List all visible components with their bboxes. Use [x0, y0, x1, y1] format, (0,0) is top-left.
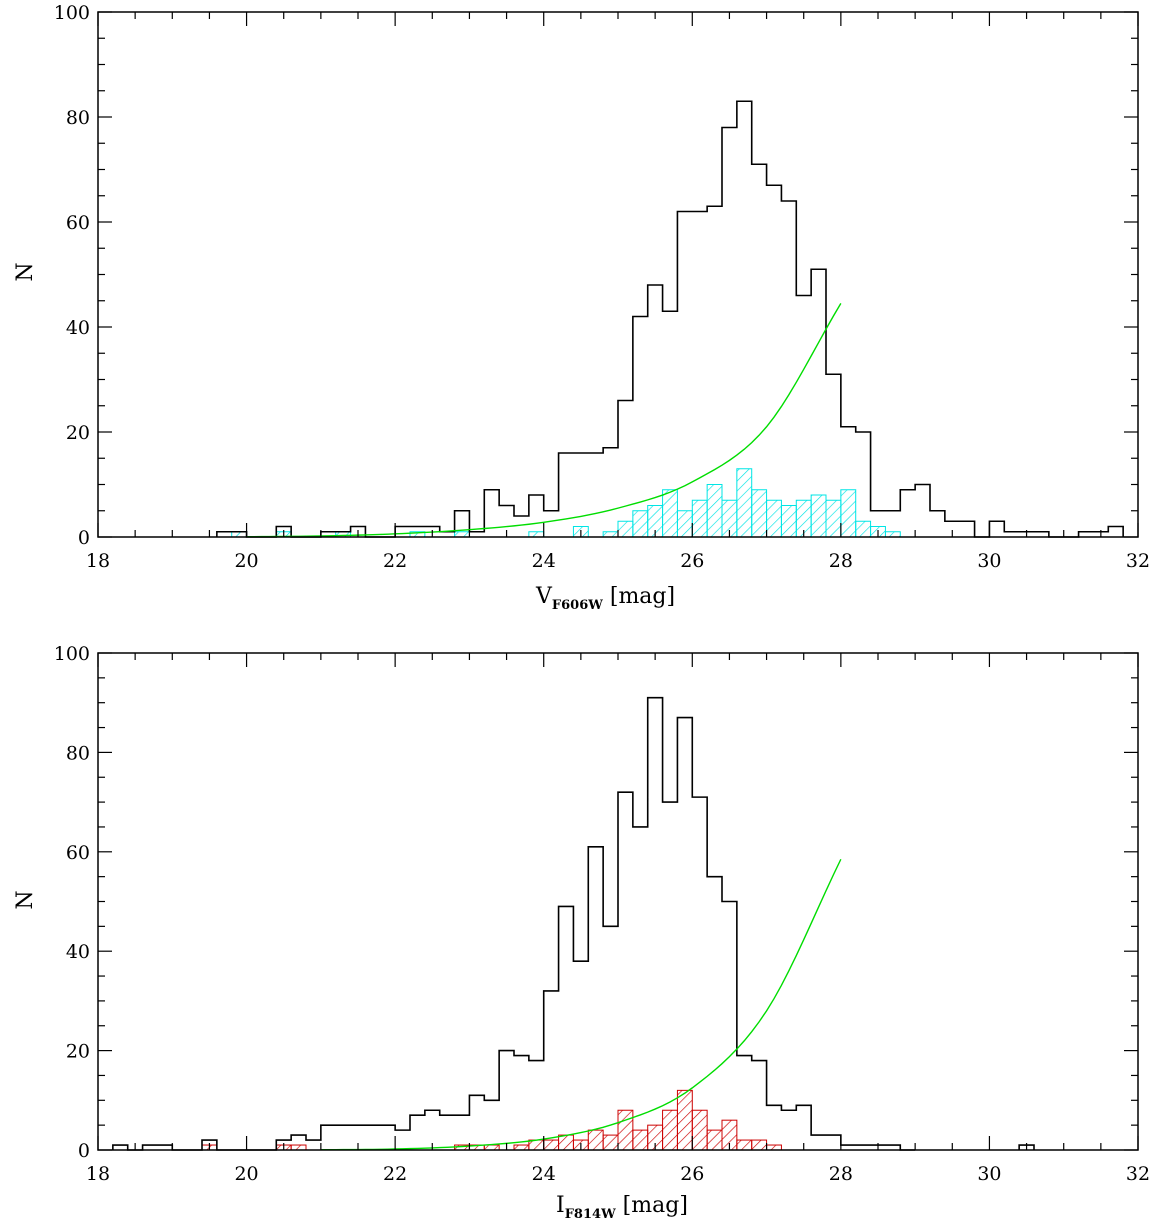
x-tick-label: 30 — [977, 550, 1001, 572]
subset-histogram-bar — [840, 489, 857, 538]
x-tick-label: 28 — [829, 1163, 853, 1185]
subset-histogram-bar — [662, 489, 678, 538]
x-tick-label: 22 — [383, 550, 407, 572]
subset-histogram-bar — [617, 1109, 634, 1151]
subset-histogram-bar — [736, 1139, 753, 1151]
subset-histogram-bar — [751, 1139, 768, 1151]
subset-histogram-bar — [780, 505, 797, 538]
subset-histogram-bar — [706, 1129, 723, 1151]
panel-i-band-histogram: N IF814W [mag] 18 20 22 24 26 28 30 32 0 20 40 60 80… — [13, 643, 1150, 1220]
subset-histogram-bar — [825, 499, 842, 538]
subset-histogram-bar — [691, 499, 708, 538]
subset-histogram-bar — [632, 1129, 649, 1151]
x-tick-label: 22 — [383, 1163, 407, 1185]
x-tick-label: 20 — [234, 1163, 258, 1185]
y-tick-label: 60 — [66, 212, 90, 234]
y-tick-label: 20 — [66, 422, 90, 444]
y-tick-label: 60 — [66, 842, 90, 864]
subset-histogram-bar — [766, 499, 782, 538]
subset-histogram-bar — [587, 1129, 604, 1151]
x-axis-label: IF814W [mag] — [556, 1193, 688, 1220]
fit-curve — [320, 858, 842, 1151]
x-tick-label: 32 — [1126, 1163, 1150, 1185]
subset-histogram-bar — [751, 489, 768, 538]
subset-histogram-bar — [617, 520, 634, 538]
subset-histogram-bar — [454, 531, 470, 538]
x-tick-label: 24 — [532, 550, 556, 572]
y-tick-label: 40 — [66, 317, 90, 339]
x-tick-label: 18 — [86, 1163, 110, 1185]
subset-histogram-bar — [810, 494, 827, 538]
total-histogram-steps — [112, 696, 1035, 1151]
y-tick-label: 40 — [66, 941, 90, 963]
x-tick-label: 18 — [86, 550, 110, 572]
subset-histogram-bar — [602, 1134, 619, 1151]
subset-histogram-bar — [528, 531, 545, 538]
x-tick-label: 26 — [680, 1163, 704, 1185]
y-axis-label: N — [13, 262, 38, 281]
fit-curve — [246, 303, 842, 538]
y-tick-label: 100 — [54, 2, 90, 24]
subset-histogram-bar — [632, 510, 649, 538]
x-tick-label: 32 — [1126, 550, 1150, 572]
subset-histogram-bar — [676, 510, 693, 538]
panel-v-band-histogram: N VF606W [mag] 18 20 22 24 26 28 30 32 0 20 40 60 80… — [13, 2, 1150, 613]
subset-histogram-bar — [528, 1139, 545, 1151]
subset-histogram-bar — [602, 531, 619, 538]
subset-histogram-bar — [855, 520, 872, 538]
y-tick-label: 0 — [78, 1140, 90, 1162]
subset-histogram-bar — [884, 531, 901, 538]
y-tick-label: 0 — [78, 527, 90, 549]
total-histogram-steps — [216, 100, 1124, 538]
x-tick-label: 28 — [829, 550, 853, 572]
subset-histogram-bar — [706, 484, 723, 538]
y-tick-label: 100 — [54, 643, 90, 665]
subset-histogram-bar — [676, 1089, 693, 1151]
x-tick-label: 30 — [977, 1163, 1001, 1185]
subset-histogram-bar — [558, 1134, 574, 1151]
x-tick-label: 24 — [532, 1163, 556, 1185]
x-tick-label: 20 — [234, 550, 258, 572]
subset-histogram-bar — [662, 1109, 678, 1151]
subset-histogram-bar — [543, 1139, 560, 1151]
plot-frame — [97, 11, 1139, 538]
y-tick-label: 20 — [66, 1041, 90, 1063]
y-axis-label: N — [13, 890, 38, 909]
y-tick-label: 80 — [66, 107, 90, 129]
x-tick-label: 26 — [680, 550, 704, 572]
x-axis-label: VF606W [mag] — [535, 584, 675, 613]
y-tick-label: 80 — [66, 742, 90, 764]
subset-histogram-bar — [691, 1109, 708, 1151]
subset-histogram-bar — [736, 468, 753, 538]
